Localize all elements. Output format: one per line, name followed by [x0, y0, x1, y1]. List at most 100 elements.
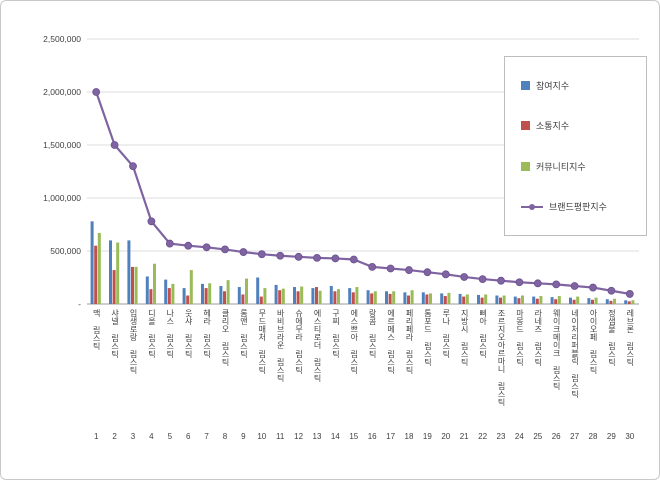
bar-series-2: [521, 295, 524, 304]
bar-series-0: [182, 288, 186, 304]
category-label: 롬앤 립스틱: [239, 309, 249, 358]
rank-label: 12: [294, 432, 304, 441]
category-label: 웃샤 립스틱: [184, 309, 194, 358]
line-marker: [313, 253, 321, 262]
bar-series-0: [458, 293, 462, 304]
bar-series-0: [274, 284, 278, 304]
bar-series-1: [241, 294, 245, 304]
bar-series-0: [495, 295, 499, 304]
rank-label: 5: [167, 432, 173, 441]
bar-series-1: [517, 298, 521, 304]
y-tick-label: 500,000: [50, 246, 81, 256]
bar-series-1: [333, 291, 337, 304]
line-marker: [441, 270, 450, 279]
bar-series-1: [131, 266, 134, 304]
bar-series-0: [403, 292, 407, 304]
bar-series-1: [627, 301, 631, 304]
rank-label: 4: [149, 432, 154, 441]
bar-series-0: [550, 297, 554, 304]
category-label: 지방시 립스틱: [460, 309, 470, 366]
bar-series-0: [477, 294, 480, 304]
category-label: 삐아 립스틱: [478, 309, 488, 358]
y-tick-label: 1,500,000: [43, 140, 81, 150]
bar-series-0: [201, 283, 204, 304]
bar-series-0: [109, 240, 112, 304]
bar-series-2: [171, 283, 175, 304]
line-marker: [239, 248, 248, 256]
y-tick-label: -: [78, 299, 81, 309]
legend-item: 브랜드평판지수: [521, 200, 646, 213]
line-marker: [294, 252, 303, 261]
bar-series-1: [186, 295, 190, 304]
bar-series-0: [624, 300, 628, 304]
category-label: 레브론 립스틱: [625, 309, 635, 366]
bar-series-2: [502, 295, 506, 304]
rank-label: 16: [367, 432, 377, 441]
rank-label: 18: [404, 432, 414, 441]
line-marker: [515, 278, 524, 287]
y-tick-label: 2,000,000: [43, 87, 81, 97]
legend: 참여지수 소통지수 커뮤니티지수 브랜드평판지수: [504, 56, 647, 236]
line-marker: [478, 275, 487, 283]
line-marker: [368, 262, 377, 271]
category-label: 라네즈 립스틱: [533, 309, 543, 366]
bar-series-1: [462, 296, 466, 304]
line-marker: [625, 290, 634, 298]
line-marker: [129, 162, 137, 171]
category-label: 헤라 립스틱: [202, 309, 212, 358]
legend-label: 소통지수: [536, 121, 570, 132]
bar-series-2: [465, 294, 469, 304]
bar-series-1: [167, 288, 171, 304]
category-label: 무드매처 립스틱: [257, 309, 267, 374]
line-marker: [147, 217, 156, 226]
bar-series-2: [631, 300, 635, 304]
bar-series-1: [388, 293, 392, 304]
line-marker: [552, 280, 561, 289]
category-label: 샤넬 립스틱: [110, 309, 120, 358]
line-marker: [405, 266, 413, 274]
bar-series-2: [300, 286, 304, 304]
bar-series-2: [318, 290, 322, 304]
rank-label: 10: [257, 432, 267, 441]
category-label: 웨이크메이크 립스틱: [552, 309, 562, 390]
legend-swatch: [521, 161, 530, 171]
rank-label: 23: [496, 432, 506, 441]
category-label: 톰포드 립스틱: [423, 309, 433, 366]
y-tick-label: 1,000,000: [43, 193, 81, 203]
bar-series-1: [425, 294, 429, 304]
bar-series-2: [613, 298, 616, 304]
line-marker: [570, 282, 579, 290]
rank-label: 19: [422, 432, 432, 441]
rank-label: 2: [112, 432, 117, 441]
y-tick-label: 2,500,000: [43, 34, 81, 44]
bar-series-1: [112, 270, 116, 304]
category-label: 클리오 립스틱: [221, 309, 230, 366]
rank-label: 28: [588, 432, 598, 441]
bar-series-1: [535, 298, 539, 304]
legend-swatch: [521, 80, 530, 90]
rank-label: 30: [625, 432, 635, 441]
bar-series-0: [385, 291, 388, 304]
bar-series-0: [348, 288, 352, 304]
rank-label: 11: [276, 432, 285, 441]
line-marker: [202, 243, 211, 252]
rank-label: 17: [386, 432, 396, 441]
bar-series-1: [572, 299, 576, 304]
legend-line-marker: [521, 203, 543, 211]
rank-label: 9: [241, 432, 246, 441]
category-label: 구찌 립스틱: [331, 309, 341, 358]
rank-label: 24: [514, 432, 524, 441]
bar-series-1: [149, 289, 153, 304]
bar-series-1: [591, 299, 594, 304]
bar-series-2: [484, 294, 488, 304]
bar-series-0: [145, 276, 149, 304]
bar-series-0: [256, 277, 260, 304]
line-marker: [497, 276, 505, 285]
bar-series-1: [278, 290, 282, 304]
line-marker: [221, 245, 229, 254]
line-marker: [589, 283, 597, 292]
bar-series-2: [337, 289, 340, 304]
legend-item: 커뮤니티지수: [521, 160, 646, 173]
